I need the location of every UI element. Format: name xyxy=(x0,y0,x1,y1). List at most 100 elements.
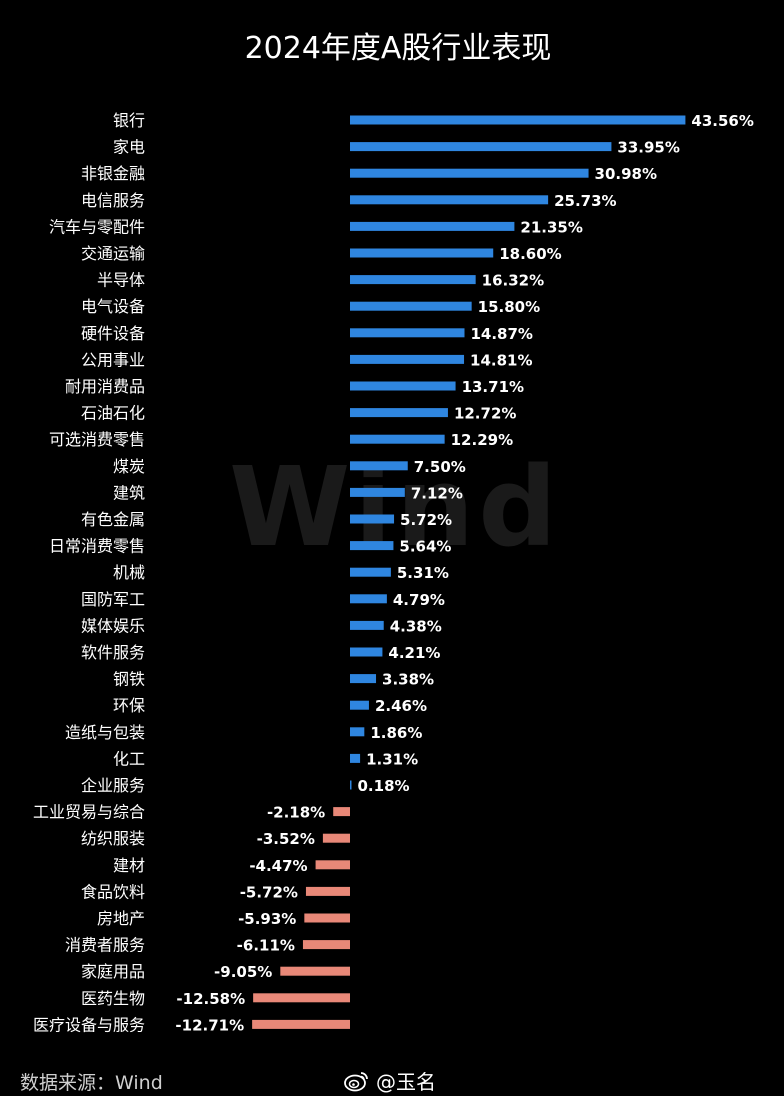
bar xyxy=(350,408,448,418)
value-label: -5.72% xyxy=(240,883,298,901)
value-label: 12.72% xyxy=(454,405,516,423)
bar xyxy=(350,780,352,790)
category-label: 建材 xyxy=(113,856,145,875)
category-label: 房地产 xyxy=(97,909,145,928)
bar xyxy=(305,886,350,896)
bar xyxy=(350,541,394,551)
category-label: 煤炭 xyxy=(113,457,145,476)
category-label: 电气设备 xyxy=(81,297,145,316)
category-label: 化工 xyxy=(113,749,145,768)
value-label: 5.31% xyxy=(397,564,449,582)
bar xyxy=(350,275,476,285)
bar xyxy=(350,674,377,684)
bar xyxy=(253,993,350,1003)
category-label: 半导体 xyxy=(97,271,145,290)
category-label: 家庭用品 xyxy=(81,962,145,981)
category-label: 石油石化 xyxy=(81,404,145,423)
bar xyxy=(350,514,395,524)
value-label: 4.21% xyxy=(388,644,440,662)
category-label: 有色金属 xyxy=(81,510,145,529)
category-label: 可选消费零售 xyxy=(49,430,145,449)
category-label: 医疗设备与服务 xyxy=(33,1015,145,1034)
bar xyxy=(350,115,686,125)
category-label: 钢铁 xyxy=(113,670,145,689)
category-label: 家电 xyxy=(113,138,145,157)
category-label: 媒体娱乐 xyxy=(81,616,145,635)
chart-title: 2024年度A股行业表现 xyxy=(245,31,552,66)
bar xyxy=(350,461,408,471)
bar xyxy=(350,727,365,737)
value-label: 5.72% xyxy=(400,511,452,529)
category-label: 企业服务 xyxy=(81,776,145,795)
value-label: 2.46% xyxy=(375,697,427,715)
category-label: 造纸与包装 xyxy=(65,723,145,742)
value-label: -2.18% xyxy=(267,804,325,822)
value-label: 1.31% xyxy=(366,750,418,768)
value-label: 14.87% xyxy=(470,325,532,343)
bar xyxy=(350,248,494,258)
category-label: 交通运输 xyxy=(81,244,145,263)
bar xyxy=(350,487,405,497)
bar xyxy=(333,807,350,817)
value-label: 4.79% xyxy=(393,591,445,609)
value-label: 43.56% xyxy=(691,112,753,130)
value-label: 12.29% xyxy=(451,431,513,449)
value-label: 0.18% xyxy=(358,777,410,795)
author-name: @玉名 xyxy=(376,1070,436,1094)
category-label: 纺织服装 xyxy=(81,829,145,848)
value-label: 13.71% xyxy=(462,378,524,396)
value-label: -12.58% xyxy=(176,990,245,1008)
category-label: 医药生物 xyxy=(81,989,145,1008)
value-label: -6.11% xyxy=(237,937,295,955)
value-label: 7.12% xyxy=(411,484,463,502)
value-label: -4.47% xyxy=(249,857,307,875)
value-label: 3.38% xyxy=(382,671,434,689)
bar xyxy=(350,567,391,577)
value-label: -3.52% xyxy=(257,830,315,848)
value-label: 15.80% xyxy=(478,298,540,316)
bar xyxy=(322,833,350,843)
value-label: -9.05% xyxy=(214,963,272,981)
category-label: 机械 xyxy=(113,563,145,582)
bar xyxy=(350,594,387,604)
bar xyxy=(302,940,350,950)
bar xyxy=(350,381,456,391)
value-label: 4.38% xyxy=(390,617,442,635)
bar xyxy=(280,966,350,976)
bar xyxy=(350,354,465,364)
bar xyxy=(350,328,465,338)
value-label: -5.93% xyxy=(238,910,296,928)
category-label: 软件服务 xyxy=(81,643,145,662)
value-label: 33.95% xyxy=(617,139,679,157)
bar xyxy=(350,753,361,763)
bar xyxy=(350,195,549,205)
bar xyxy=(350,301,472,311)
category-label: 食品饮料 xyxy=(81,882,145,901)
author-credit: @玉名 xyxy=(344,1066,436,1095)
bar xyxy=(350,434,445,444)
data-source: 数据来源：Wind xyxy=(20,1072,163,1094)
category-label: 建筑 xyxy=(113,483,145,502)
category-label: 工业贸易与综合 xyxy=(33,803,145,822)
bar xyxy=(350,620,384,630)
bars-group: 银行 43.56% 家电 33.95% 非银金融 30.98% 电信服务 25.73% 汽车与零… xyxy=(33,111,754,1034)
value-label: 16.32% xyxy=(482,272,544,290)
category-label: 环保 xyxy=(113,696,145,715)
value-label: 5.64% xyxy=(399,538,451,556)
category-label: 汽车与零配件 xyxy=(49,217,145,236)
bar xyxy=(350,647,383,657)
bar xyxy=(315,860,350,870)
category-label: 银行 xyxy=(113,111,145,130)
bar xyxy=(350,142,612,152)
value-label: 14.81% xyxy=(470,351,532,369)
category-label: 国防军工 xyxy=(81,590,145,609)
bar xyxy=(350,221,515,231)
category-label: 电信服务 xyxy=(81,191,145,210)
value-label: 1.86% xyxy=(370,724,422,742)
category-label: 公用事业 xyxy=(81,350,145,369)
category-label: 耐用消费品 xyxy=(65,377,145,396)
value-label: 7.50% xyxy=(414,458,466,476)
bar xyxy=(350,700,369,710)
bar xyxy=(304,913,350,923)
category-label: 非银金融 xyxy=(81,164,145,183)
